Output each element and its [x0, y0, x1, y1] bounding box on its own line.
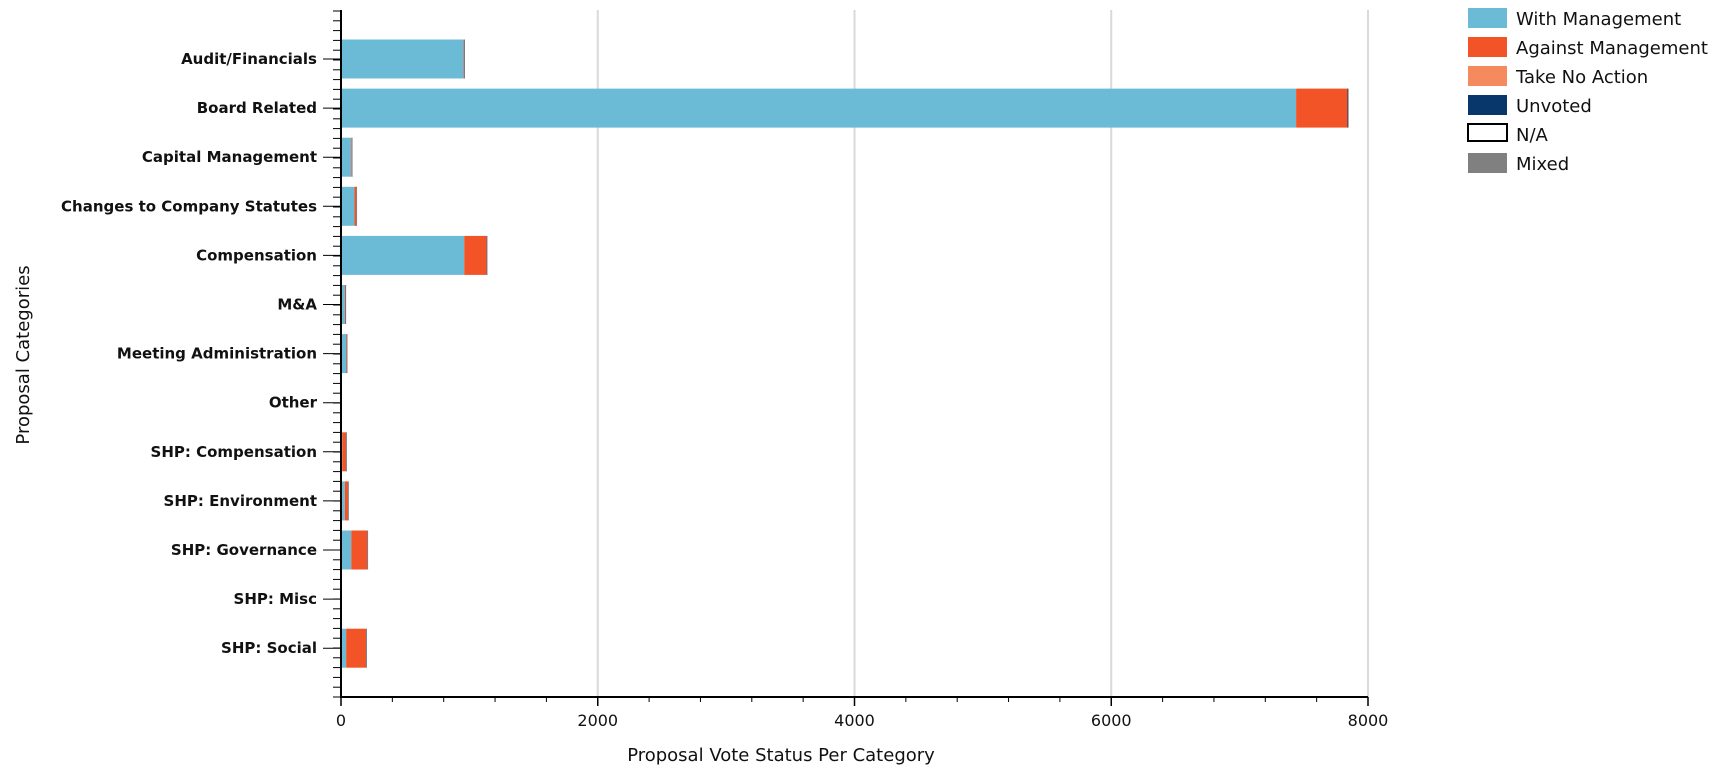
- x-tick-label: 6000: [1091, 711, 1132, 730]
- bar-segment: [366, 628, 367, 668]
- bar-segment: [344, 285, 346, 324]
- legend-swatch: [1468, 153, 1507, 173]
- bar-segment: [341, 235, 465, 275]
- bar-segment: [1348, 88, 1349, 128]
- x-tick-label: 0: [336, 711, 346, 730]
- legend-label: With Management: [1516, 9, 1681, 30]
- bar-segment: [464, 39, 465, 79]
- bar-segment: [351, 137, 352, 177]
- bar-segment: [341, 39, 464, 79]
- category-label: Changes to Company Statutes: [61, 197, 317, 215]
- legend-swatch: [1467, 123, 1508, 142]
- legend-swatch: [1468, 95, 1507, 115]
- bar-segment: [341, 628, 347, 668]
- legend-label: Unvoted: [1516, 96, 1592, 117]
- category-label: M&A: [277, 296, 317, 314]
- legend-label: Mixed: [1516, 154, 1569, 175]
- category-labels: Audit/Financials Board Related Capital Man…: [61, 50, 318, 657]
- x-tick-label: 2000: [577, 711, 618, 730]
- x-tick-label: 8000: [1348, 711, 1389, 730]
- y-axis-title: Proposal Categories: [13, 265, 34, 444]
- legend-swatch: [1468, 37, 1507, 57]
- category-label: Other: [269, 394, 318, 412]
- legend-item: Mixed: [1468, 153, 1569, 175]
- bar-segment: [356, 186, 358, 226]
- bar-segment: [366, 628, 367, 668]
- bar-segment: [341, 88, 1297, 128]
- bar-segment: [346, 432, 347, 472]
- legend-swatch: [1468, 66, 1507, 86]
- bar-segment: [346, 628, 367, 668]
- bar-segment: [346, 334, 348, 374]
- bar-segment: [486, 235, 488, 275]
- bar-segment: [1347, 88, 1349, 128]
- bar-segment: [341, 186, 355, 226]
- legend-swatch: [1468, 8, 1507, 28]
- legend-label: Against Management: [1516, 38, 1708, 59]
- bar-segment: [486, 235, 488, 275]
- bar-segment: [341, 481, 345, 521]
- legend-item: Unvoted: [1468, 95, 1592, 117]
- bar-segment: [354, 186, 357, 226]
- bar-segment: [367, 530, 368, 570]
- bar-segment: [464, 235, 487, 275]
- bar-segment: [341, 285, 345, 324]
- bar-segment: [345, 285, 347, 324]
- legend-item: Against Management: [1468, 37, 1708, 59]
- legend-item: Take No Action: [1468, 66, 1648, 88]
- category-label: Board Related: [197, 99, 317, 117]
- legend-label: Take No Action: [1515, 67, 1648, 88]
- category-label: SHP: Governance: [171, 541, 317, 559]
- bars: [341, 39, 1349, 668]
- bar-segment: [367, 530, 369, 570]
- bar-segment: [463, 39, 465, 79]
- category-label: SHP: Social: [221, 639, 317, 657]
- legend-item: With Management: [1468, 8, 1681, 30]
- category-label: SHP: Misc: [234, 590, 317, 608]
- bar-segment: [341, 334, 347, 374]
- bar-segment: [341, 137, 352, 177]
- bar-segment: [346, 334, 347, 374]
- category-label: Meeting Administration: [117, 345, 317, 363]
- category-label: Audit/Financials: [181, 50, 317, 68]
- bar-segment: [1296, 88, 1348, 128]
- axes: [323, 10, 1369, 706]
- bar-segment: [352, 137, 353, 177]
- bar-segment: [344, 481, 349, 521]
- category-label: Compensation: [196, 246, 317, 264]
- bar-segment: [341, 530, 352, 570]
- x-tick-label: 4000: [834, 711, 875, 730]
- bar-segment: [464, 39, 465, 79]
- category-label: SHP: Environment: [164, 492, 317, 510]
- category-label: SHP: Compensation: [151, 443, 317, 461]
- category-label: Capital Management: [142, 148, 317, 166]
- legend-label: N/A: [1516, 125, 1549, 146]
- legend: With Management Against Management Take No…: [1467, 8, 1708, 175]
- x-tick-labels: 0 2000 4000 6000 8000: [336, 711, 1388, 730]
- bar-segment: [351, 530, 368, 570]
- x-axis-title: Proposal Vote Status Per Category: [627, 745, 935, 766]
- legend-item: N/A: [1467, 123, 1549, 146]
- bar-segment: [348, 481, 349, 521]
- bar-segment: [342, 432, 347, 472]
